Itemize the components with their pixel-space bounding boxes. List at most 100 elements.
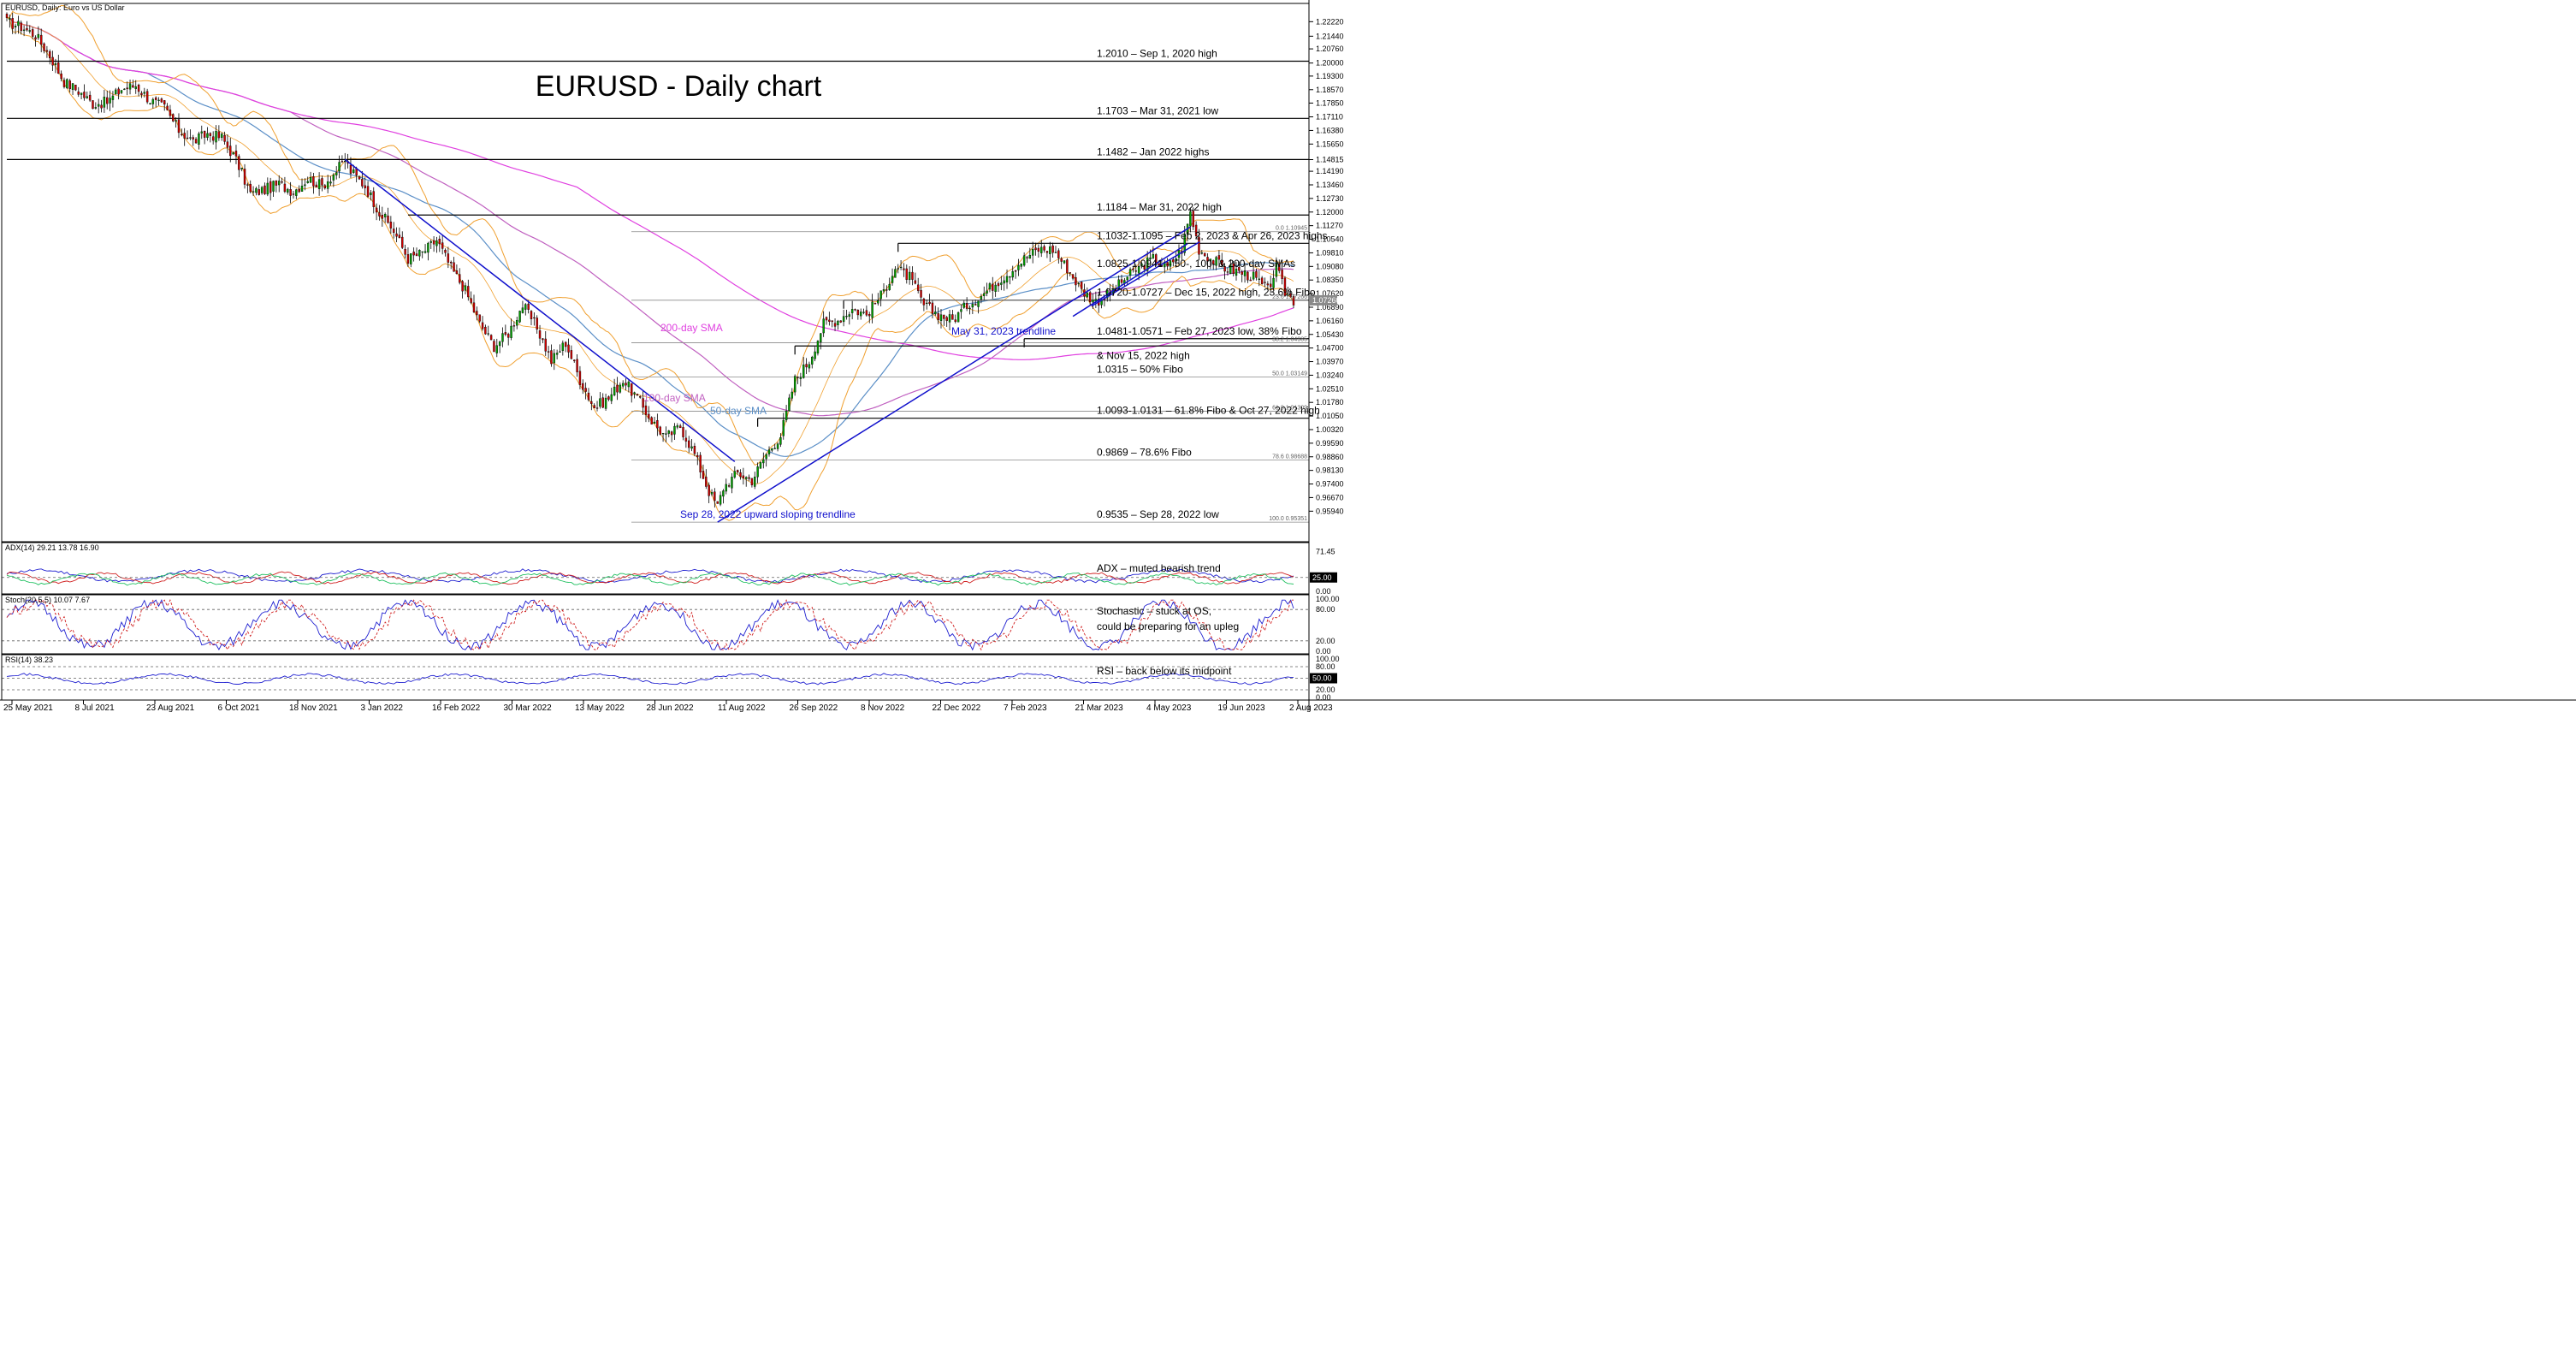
price-tick-label: 1.06160	[1316, 317, 1344, 325]
candle-body	[610, 394, 613, 401]
candle-body	[192, 137, 194, 139]
candle-body	[1143, 264, 1146, 270]
fibo-label: 23.6 1.07266	[1272, 294, 1307, 300]
candle-body	[937, 313, 939, 321]
price-tick-label: 1.16380	[1316, 126, 1344, 134]
candle-body	[1054, 252, 1057, 253]
candle-body	[871, 301, 873, 318]
candle-body	[9, 18, 11, 20]
candle-body	[616, 384, 619, 393]
price-tick-label: 1.14190	[1316, 167, 1344, 175]
candle-body	[429, 240, 432, 243]
candle-body	[172, 114, 175, 122]
candle-body	[1040, 246, 1043, 253]
trendline	[1072, 243, 1188, 318]
level-annotation: 1.0315 – 50% Fibo	[1097, 363, 1183, 375]
candle-body	[905, 268, 908, 280]
candle-body	[1269, 283, 1272, 288]
candle-body	[659, 426, 661, 435]
candle-body	[601, 397, 604, 408]
candle-body	[14, 26, 17, 28]
candle-body	[1057, 250, 1060, 258]
candle-body	[785, 410, 788, 421]
candle-body	[11, 18, 14, 29]
candle-body	[656, 420, 659, 429]
adx-plus-di-line	[6, 571, 1294, 585]
candle-body	[361, 179, 364, 187]
sma-50-line	[6, 17, 1294, 457]
candle-body	[854, 309, 856, 311]
candle-body	[484, 326, 487, 335]
candle-body	[1235, 269, 1238, 276]
candle-body	[814, 351, 816, 359]
candle-body	[1172, 259, 1175, 263]
candle-body	[951, 314, 954, 320]
candle-body	[5, 14, 9, 18]
candle-body	[77, 91, 80, 95]
candle-body	[217, 131, 221, 139]
candle-body	[954, 319, 956, 323]
candle-body	[329, 181, 332, 184]
bollinger-mid	[6, 17, 1294, 484]
candle-body	[163, 100, 166, 105]
candle-body	[97, 104, 100, 107]
candle-body	[877, 300, 879, 304]
date-tick-label: 6 Oct 2021	[218, 703, 260, 713]
candle-body	[211, 136, 215, 141]
stoch-k-line	[6, 598, 1294, 651]
candle-body	[1292, 295, 1295, 306]
candle-body	[404, 248, 406, 255]
chart-header: EURUSD, Daily: Euro vs US Dollar	[5, 3, 125, 12]
candle-body	[410, 253, 412, 264]
candle-body	[1264, 282, 1266, 283]
candle-body	[693, 446, 696, 454]
candle-body	[71, 83, 74, 90]
date-tick-label: 28 Jun 2022	[647, 703, 694, 713]
adx-line	[6, 568, 1294, 584]
price-tick-label: 0.98130	[1316, 466, 1344, 475]
candle-body	[344, 160, 346, 163]
candle-body	[481, 322, 484, 329]
candle-body	[1120, 279, 1123, 283]
candle-body	[619, 384, 622, 393]
price-tick-label: 1.09810	[1316, 248, 1344, 257]
candle-body	[455, 270, 459, 275]
candle-body	[779, 436, 782, 445]
price-tick-label: 1.00320	[1316, 425, 1344, 434]
price-tick-label: 1.07620	[1316, 289, 1344, 298]
candle-body	[590, 401, 593, 404]
candle-body	[776, 443, 779, 449]
candle-body	[246, 184, 249, 186]
candle-body	[315, 184, 317, 188]
candle-body	[444, 249, 447, 253]
candle-body	[459, 274, 461, 283]
candle-body	[395, 233, 398, 237]
candle-body	[143, 92, 145, 94]
candle-body	[771, 448, 773, 451]
trendline-parallel	[1091, 241, 1200, 307]
level-annotation: 1.0720-1.0727 – Dec 15, 2022 high, 23.6%…	[1097, 287, 1316, 299]
candle-body	[1169, 260, 1172, 267]
candle-body	[132, 85, 134, 88]
candle-body	[1217, 255, 1221, 260]
candle-body	[708, 484, 710, 496]
candle-body	[997, 283, 1000, 287]
candle-body	[842, 316, 845, 323]
candle-body	[1189, 211, 1192, 227]
candle-body	[727, 485, 731, 487]
candle-body	[487, 333, 489, 335]
candle-body	[859, 312, 862, 317]
candle-body	[304, 184, 306, 187]
candle-body	[123, 88, 126, 90]
price-tick-label: 1.20000	[1316, 59, 1344, 68]
candle-body	[292, 193, 295, 195]
candle-body	[690, 446, 693, 449]
candle-body	[564, 341, 567, 347]
candle-body	[264, 185, 266, 194]
candle-body	[613, 386, 616, 395]
date-tick-label: 26 Sep 2022	[790, 703, 838, 713]
candle-body	[885, 289, 888, 291]
candle-body	[1149, 257, 1152, 260]
candle-body	[269, 181, 272, 193]
